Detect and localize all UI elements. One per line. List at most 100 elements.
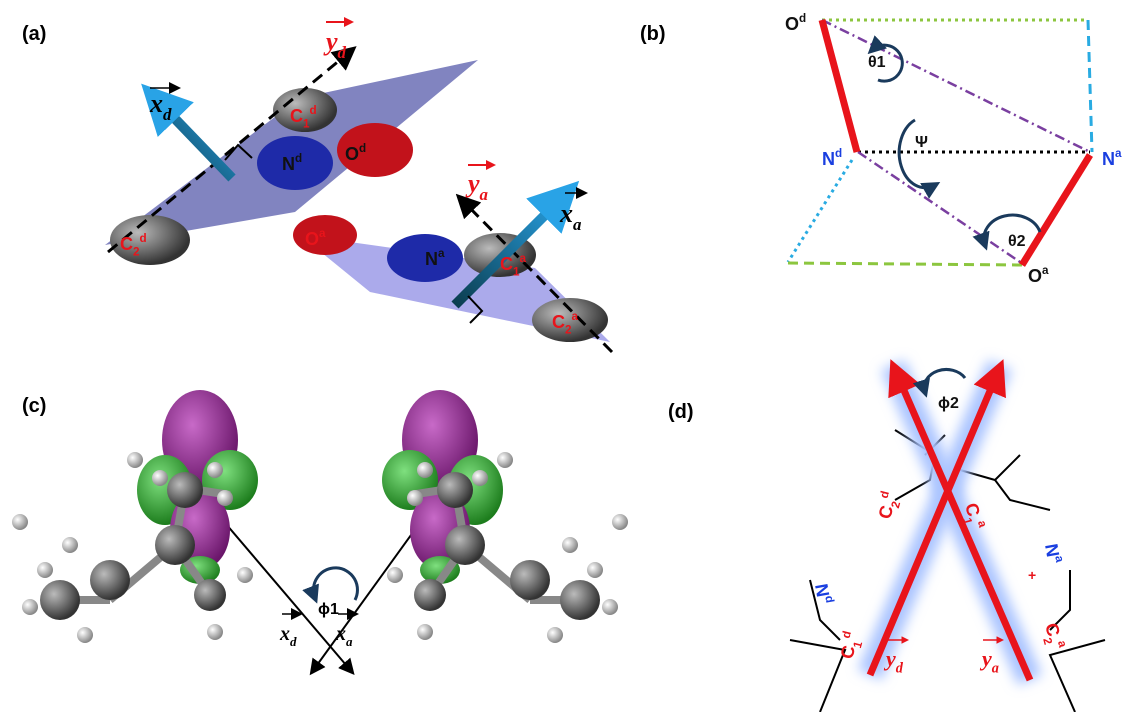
label-base: C <box>500 254 513 274</box>
atom-sphere <box>237 567 253 583</box>
atom-sphere <box>562 537 578 553</box>
atom-sphere <box>407 490 423 506</box>
charge-label: + <box>1028 567 1036 583</box>
label-sub: 1 <box>303 117 310 130</box>
label-base: C <box>290 106 303 126</box>
label-sup: d <box>295 152 302 165</box>
atom-sphere <box>90 560 130 600</box>
atom-sphere <box>547 627 563 643</box>
label-base: y <box>465 169 480 198</box>
angle-label: ϕ1 <box>318 601 339 618</box>
atom-sphere <box>414 579 446 611</box>
label-sub: d <box>163 105 172 124</box>
label-sup: a <box>1115 147 1122 160</box>
angle-label: θ2 <box>1008 233 1026 250</box>
atom-label: Nd <box>822 147 842 169</box>
atom-label: Na <box>1102 147 1122 169</box>
atom-sphere <box>194 579 226 611</box>
label-sub: d <box>290 634 297 649</box>
atom-label: Na <box>1041 542 1066 566</box>
label-sub: a <box>480 185 489 204</box>
label-base: y <box>979 646 992 671</box>
label-sub: 2 <box>133 245 140 258</box>
label-sup: d <box>310 104 317 117</box>
label-base: N <box>1102 149 1115 169</box>
atom-sphere <box>417 462 433 478</box>
atom-sphere <box>217 490 233 506</box>
label-sub: a <box>573 215 582 234</box>
label-sub: d <box>896 661 904 677</box>
panel-label: (b) <box>640 23 666 45</box>
label-base: N <box>822 149 835 169</box>
panel-label: (d) <box>668 401 694 423</box>
atom-sphere <box>40 580 80 620</box>
atom-sphere <box>207 624 223 640</box>
figure: (a)(b)(c)(d)C1dNdOdC2dOaNaC1aC2aydxdyaxa… <box>0 0 1127 712</box>
label-sub: 1 <box>513 265 520 278</box>
atom-sphere <box>155 525 195 565</box>
label-sup: a <box>438 247 445 260</box>
atom-label: C2d <box>873 490 905 523</box>
panel-a-drawing <box>105 22 612 352</box>
angle-label: ϕ2 <box>938 395 959 412</box>
label-sup: a <box>319 227 326 240</box>
label-sup: a <box>1042 264 1049 277</box>
atom-sphere <box>602 599 618 615</box>
label-sup: d <box>822 595 836 604</box>
atom-sphere <box>152 470 168 486</box>
label-sub: 2 <box>1040 636 1054 646</box>
label-base: N <box>282 154 295 174</box>
vector-label: yd <box>323 27 347 62</box>
vector-label: ya <box>465 169 489 204</box>
label-sup: a <box>572 310 579 323</box>
label-sub: d <box>338 43 347 62</box>
atom-label: C1d <box>835 630 867 663</box>
label-sup: a <box>520 252 527 265</box>
label-sup: a <box>1052 555 1066 564</box>
label-base: N <box>425 249 438 269</box>
atom-sphere <box>417 624 433 640</box>
vector-label: xd <box>149 89 172 124</box>
panel-label: (c) <box>22 395 46 417</box>
atom-sphere <box>37 562 53 578</box>
atom-label: Od <box>785 12 806 34</box>
atom-sphere <box>22 599 38 615</box>
vector-label: xa <box>335 623 353 649</box>
label-base: x <box>335 623 346 645</box>
atom-sphere <box>62 537 78 553</box>
label-base: C <box>552 312 565 332</box>
label-sup: a <box>975 519 989 529</box>
angle-label: Ψ <box>915 134 928 151</box>
label-sub: a <box>346 634 353 649</box>
panel-b-drawing <box>788 20 1092 265</box>
panel-c-drawing <box>12 390 628 672</box>
atom-sphere <box>387 567 403 583</box>
label-base: y <box>323 27 338 56</box>
label-sub: a <box>992 661 999 677</box>
atom-sphere <box>497 452 513 468</box>
atom-sphere <box>77 627 93 643</box>
atom-sphere <box>437 472 473 508</box>
angle-label: θ1 <box>868 54 886 71</box>
label-sup: d <box>840 630 854 640</box>
atom-sphere <box>127 452 143 468</box>
label-sub: 2 <box>565 323 572 336</box>
label-base: x <box>279 623 290 645</box>
atom-sphere <box>510 560 550 600</box>
label-base: x <box>149 89 163 118</box>
vector-label: ya <box>979 646 999 677</box>
label-base: O <box>305 229 319 249</box>
atom-sphere <box>612 514 628 530</box>
atom-sphere <box>587 562 603 578</box>
atom-label: C2a <box>1037 620 1069 652</box>
atom-sphere <box>560 580 600 620</box>
label-sup: d <box>835 147 842 160</box>
label-base: O <box>345 144 359 164</box>
vector-label: xa <box>559 199 582 234</box>
label-base: O <box>785 14 799 34</box>
atom-sphere <box>472 470 488 486</box>
panel-d-drawing <box>790 365 1105 712</box>
atom-sphere <box>445 525 485 565</box>
panel-label: (a) <box>22 23 46 45</box>
atom-label: Oa <box>1028 264 1049 286</box>
